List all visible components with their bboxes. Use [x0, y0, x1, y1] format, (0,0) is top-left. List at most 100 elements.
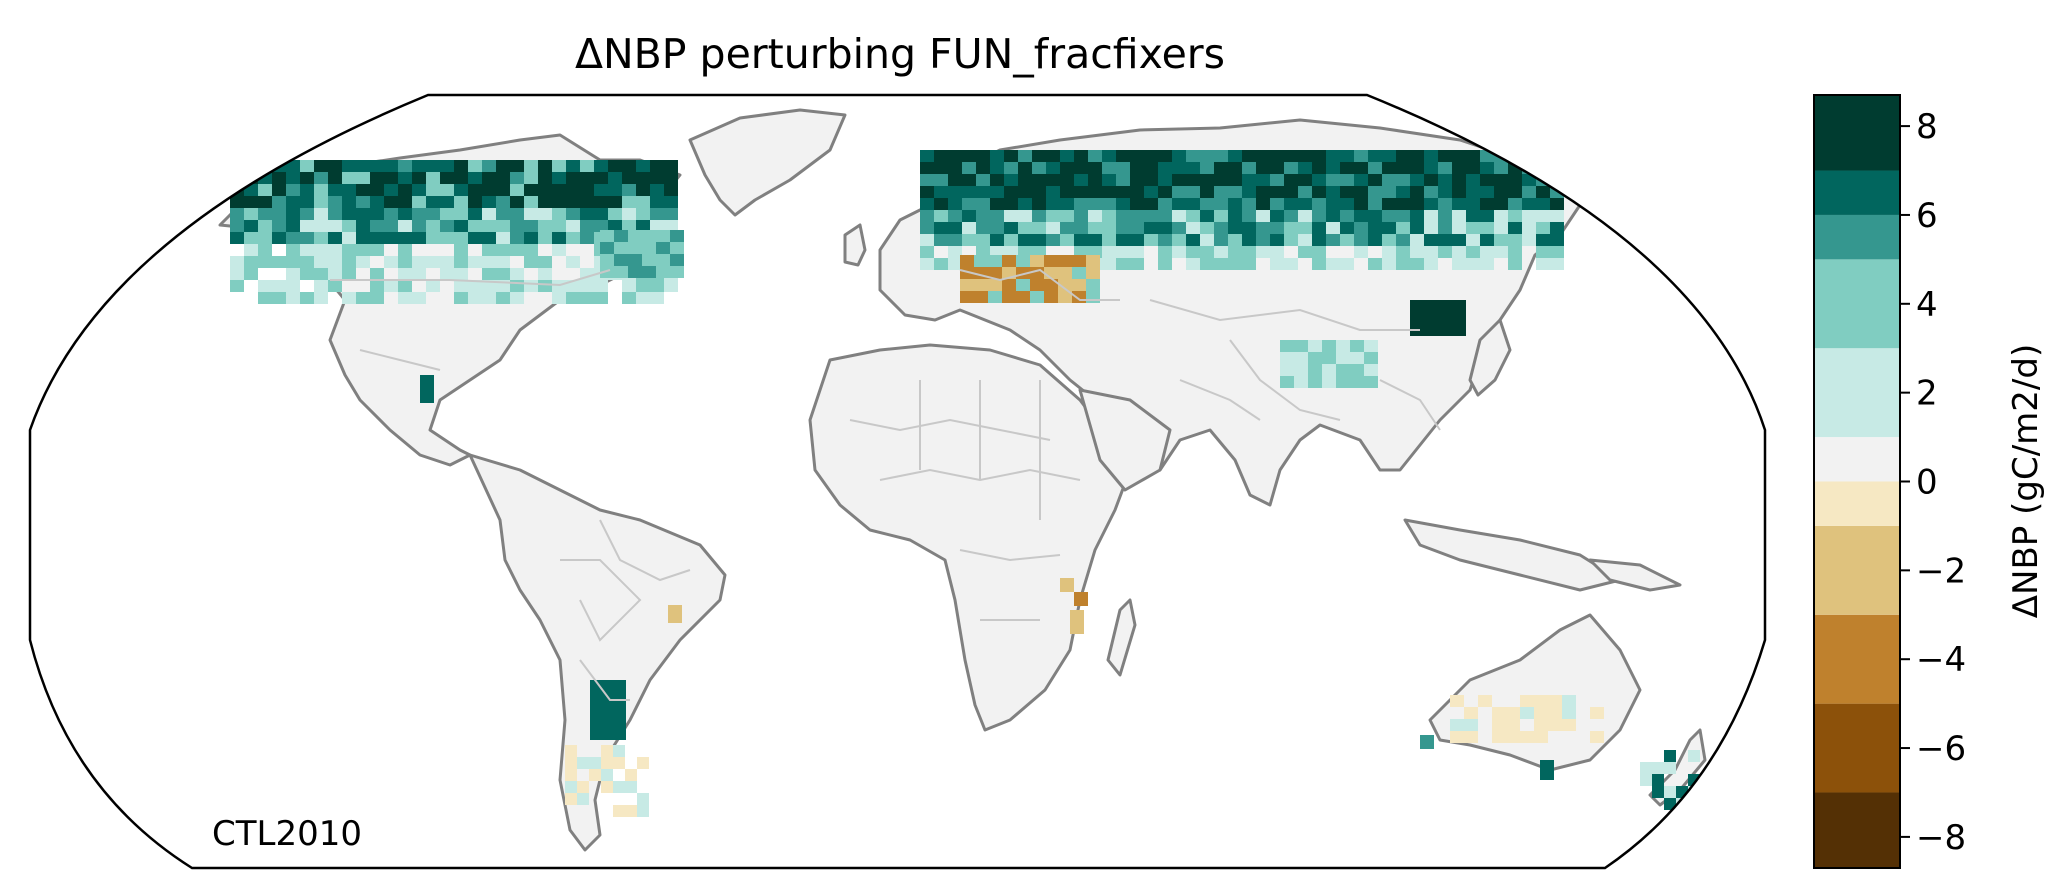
grid-cell	[580, 232, 594, 244]
grid-cell	[1018, 222, 1032, 234]
grid-cell	[1074, 150, 1088, 162]
grid-cell	[960, 291, 974, 303]
grid-cell	[1016, 291, 1030, 303]
grid-cell	[1228, 162, 1242, 174]
grid-cell	[664, 184, 678, 196]
grid-cell	[1508, 234, 1522, 246]
grid-cell	[1158, 246, 1172, 258]
grid-cell	[496, 208, 510, 220]
grid-cell	[1102, 234, 1116, 246]
grid-cell	[1074, 186, 1088, 198]
grid-cell	[314, 268, 328, 280]
grid-cell	[300, 256, 314, 268]
grid-cell	[1102, 258, 1116, 270]
grid-cell	[426, 256, 440, 268]
grid-cell	[426, 184, 440, 196]
grid-cell	[314, 256, 328, 268]
grid-cell	[1350, 340, 1364, 352]
grid-cell	[1424, 312, 1438, 324]
grid-cell	[1424, 258, 1438, 270]
grid-cell	[1534, 707, 1548, 719]
grid-cell	[1478, 695, 1492, 707]
grid-cell	[342, 184, 356, 196]
grid-cell	[1396, 174, 1410, 186]
grid-cell	[1074, 174, 1088, 186]
grid-cell	[258, 160, 272, 172]
grid-cell	[628, 266, 642, 278]
grid-cell	[1186, 234, 1200, 246]
grid-cell	[1004, 210, 1018, 222]
grid-cell	[948, 222, 962, 234]
colorbar-tick-label: 8	[1916, 107, 1938, 147]
grid-cell	[1590, 707, 1604, 719]
grid-cell	[1298, 174, 1312, 186]
grid-cell	[1116, 198, 1130, 210]
grid-cell	[590, 728, 602, 740]
grid-cell	[1396, 198, 1410, 210]
grid-cell	[272, 232, 286, 244]
grid-cell	[1424, 222, 1438, 234]
grid-cell	[412, 232, 426, 244]
grid-cell	[636, 160, 650, 172]
grid-cell	[1298, 210, 1312, 222]
grid-cell	[1172, 150, 1186, 162]
grid-cell	[1438, 174, 1452, 186]
grid-cell	[594, 160, 608, 172]
grid-cell	[1242, 162, 1256, 174]
grid-cell	[370, 196, 384, 208]
grid-cell	[1506, 731, 1520, 743]
grid-cell	[314, 172, 328, 184]
grid-cell	[426, 172, 440, 184]
grid-cell	[1284, 198, 1298, 210]
grid-cell	[1354, 162, 1368, 174]
grid-cell	[1200, 222, 1214, 234]
grid-cell	[1242, 210, 1256, 222]
grid-cell	[1214, 162, 1228, 174]
grid-cell	[1200, 162, 1214, 174]
grid-cell	[1410, 246, 1424, 258]
grid-cell	[1396, 186, 1410, 198]
grid-cell	[1354, 210, 1368, 222]
grid-cell	[1466, 210, 1480, 222]
grid-cell	[1340, 258, 1354, 270]
grid-cell	[454, 196, 468, 208]
grid-cell	[440, 196, 454, 208]
grid-cell	[1336, 364, 1350, 376]
grid-cell	[356, 244, 370, 256]
grid-cell	[1270, 198, 1284, 210]
grid-cell	[1130, 174, 1144, 186]
grid-cell	[1242, 174, 1256, 186]
grid-cell	[948, 186, 962, 198]
grid-cell	[1088, 234, 1102, 246]
grid-cell	[1480, 258, 1494, 270]
grid-cell	[580, 208, 594, 220]
grid-cell	[1284, 210, 1298, 222]
grid-cell	[1382, 162, 1396, 174]
grid-cell	[1480, 198, 1494, 210]
grid-cell	[342, 244, 356, 256]
grid-cell	[1410, 258, 1424, 270]
grid-cell	[1200, 234, 1214, 246]
grid-cell	[1088, 162, 1102, 174]
grid-cell	[1256, 246, 1270, 258]
grid-cell	[594, 196, 608, 208]
grid-cell	[454, 184, 468, 196]
grid-cell	[342, 220, 356, 232]
grid-cell	[1322, 376, 1336, 388]
grid-cell	[1382, 234, 1396, 246]
grid-cell	[1004, 186, 1018, 198]
grid-cell	[1382, 186, 1396, 198]
grid-cell	[920, 258, 934, 270]
grid-cell	[976, 234, 990, 246]
grid-cell	[398, 160, 412, 172]
grid-cell	[934, 198, 948, 210]
grid-cell	[1382, 246, 1396, 258]
grid-cell	[589, 757, 601, 769]
grid-cell	[356, 232, 370, 244]
grid-cell	[1548, 707, 1562, 719]
grid-cell	[1534, 731, 1548, 743]
grid-cell	[1438, 186, 1452, 198]
grid-cell	[1144, 234, 1158, 246]
grid-cell	[622, 184, 636, 196]
colorbar-tick-label: 0	[1916, 463, 1938, 503]
